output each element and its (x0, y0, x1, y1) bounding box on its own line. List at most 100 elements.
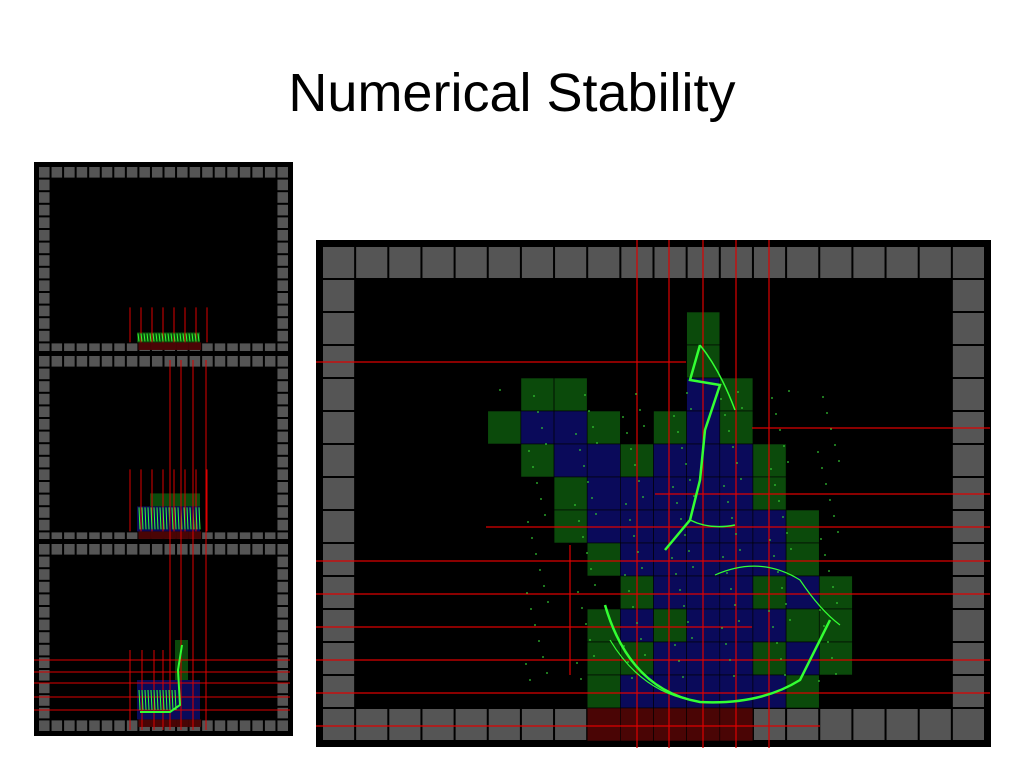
wall-tile (252, 356, 263, 367)
particle (688, 550, 690, 552)
wall-tile (277, 444, 288, 455)
particle (822, 396, 824, 398)
fluid-cell (137, 506, 200, 532)
particle (622, 416, 624, 418)
particle (672, 486, 674, 488)
particle (785, 603, 787, 605)
wall-tile (39, 305, 50, 317)
particle (595, 513, 597, 515)
wall-tile (214, 167, 226, 178)
wall-tile (277, 192, 288, 203)
particle (637, 551, 639, 553)
wall-tile (51, 532, 63, 543)
wall-tile (277, 544, 288, 555)
particle (682, 676, 684, 678)
wall-tile (39, 280, 50, 291)
wall-tile (64, 167, 75, 178)
particle (818, 680, 820, 682)
particle (530, 608, 532, 610)
particle-stream (191, 333, 194, 342)
wall-tile (39, 682, 50, 694)
wall-tile (952, 709, 984, 740)
wall-tile (952, 544, 984, 575)
wall-tile (126, 167, 138, 178)
particle-stream (167, 333, 170, 342)
wall-tile (277, 381, 288, 392)
fluid-cell (586, 542, 621, 577)
wall-tile (488, 247, 520, 278)
particle (728, 430, 730, 432)
wall-tile (151, 167, 163, 178)
wall-tile (202, 356, 213, 367)
wall-tile (177, 544, 188, 555)
particle (544, 514, 546, 516)
particle (642, 496, 644, 498)
particle-stream (197, 333, 200, 342)
particle (770, 468, 772, 470)
wall-tile (323, 709, 355, 740)
particle (628, 590, 630, 592)
wall-tile (239, 356, 251, 367)
wall-tile (227, 167, 238, 178)
particle-stream (138, 689, 141, 711)
particle (679, 589, 681, 591)
wall-tile (39, 217, 50, 228)
wall-tile (252, 343, 263, 354)
wall-tile (277, 204, 288, 216)
particle-stream (162, 507, 165, 530)
wall-tile (277, 318, 288, 329)
fluid-cell (138, 531, 151, 539)
particle (787, 461, 789, 463)
fluid-cell (188, 719, 202, 727)
particle (834, 444, 836, 446)
wall-tile (39, 255, 50, 266)
wall-tile (277, 632, 288, 643)
wall-tile (39, 204, 50, 216)
wall-tile (114, 720, 125, 731)
particle (826, 412, 828, 414)
wall-tile (952, 346, 984, 377)
particle-stream (138, 507, 141, 530)
particle (592, 426, 594, 428)
wall-tile (952, 247, 984, 278)
wall-tile (39, 494, 50, 506)
wall-tile (952, 379, 984, 410)
wall-tile (126, 343, 138, 354)
particle (625, 503, 627, 505)
particle (532, 466, 534, 468)
particle-stream (183, 507, 186, 530)
particle-stream (177, 507, 180, 530)
particle-stream (153, 507, 156, 530)
particle-stream (147, 507, 150, 530)
particle (582, 536, 584, 538)
fluid-cell (553, 410, 588, 445)
wall-tile (264, 544, 276, 555)
wall-tile (227, 356, 238, 367)
wall-tile (39, 444, 50, 455)
wall-tile (239, 343, 251, 354)
particle-stream (168, 689, 171, 711)
particle (827, 641, 829, 643)
wall-tile (277, 494, 288, 506)
wall-tile (277, 594, 288, 605)
wall-tile (76, 532, 88, 543)
particle (633, 535, 635, 537)
particle (779, 429, 781, 431)
particle (786, 532, 788, 534)
particle (781, 587, 783, 589)
wall-tile (39, 532, 50, 543)
particle (739, 549, 741, 551)
wall-tile (214, 720, 226, 731)
particle (725, 643, 727, 645)
wall-tile (214, 356, 226, 367)
wall-tile (277, 242, 288, 254)
wall-tile (39, 456, 50, 468)
particle (782, 516, 784, 518)
particle (674, 644, 676, 646)
particle-stream (174, 689, 177, 711)
particle-stream (176, 333, 179, 342)
wall-tile (114, 356, 125, 367)
particle (534, 624, 536, 626)
wall-tile (51, 167, 63, 178)
